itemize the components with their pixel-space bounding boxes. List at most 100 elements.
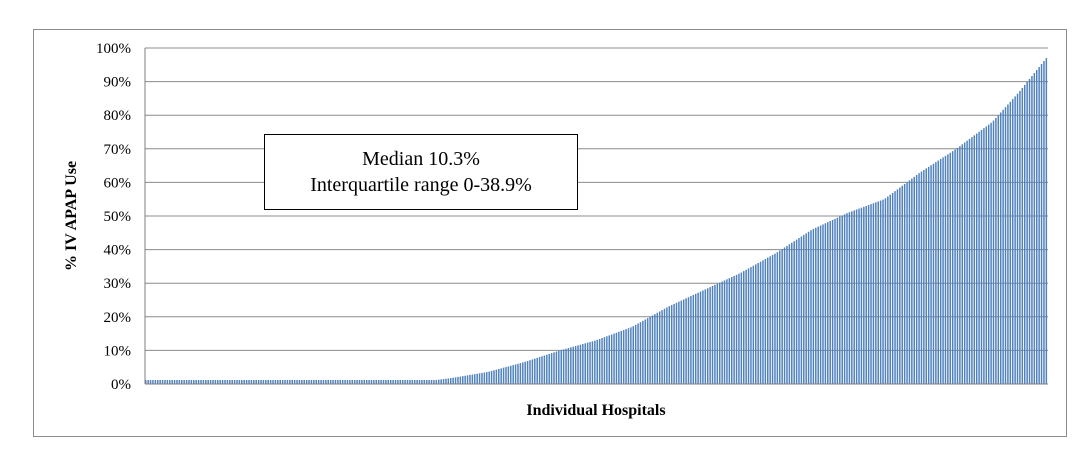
- hospital-bar: [949, 152, 952, 384]
- hospital-bar: [836, 217, 839, 384]
- hospital-bar: [161, 380, 164, 384]
- hospital-bar: [769, 256, 771, 384]
- hospital-bar: [687, 297, 690, 384]
- hospital-bar: [867, 205, 870, 384]
- hospital-bar: [670, 305, 673, 384]
- hospital-bar: [233, 380, 236, 384]
- hospital-bar: [591, 341, 594, 384]
- hospital-bar: [1045, 58, 1048, 384]
- hospital-bar: [522, 362, 524, 384]
- hospital-bar: [553, 352, 555, 384]
- hospital-bar: [1043, 61, 1045, 384]
- hospital-bar: [750, 267, 752, 384]
- hospital-bar: [255, 380, 257, 384]
- hospital-bar: [666, 307, 668, 384]
- hospital-bar: [805, 233, 807, 384]
- hospital-bar: [365, 380, 368, 384]
- hospital-bar: [661, 310, 663, 384]
- axes: [144, 48, 1048, 385]
- hospital-bar: [212, 380, 214, 384]
- hospital-bar: [644, 319, 647, 384]
- hospital-bar: [500, 368, 502, 384]
- hospital-bar: [505, 367, 507, 384]
- hospital-bar: [906, 182, 908, 384]
- hospital-bar: [178, 380, 181, 384]
- hospital-bar: [356, 380, 358, 384]
- hospital-bar: [975, 133, 978, 384]
- hospital-bar: [680, 300, 683, 384]
- hospital-bar: [757, 263, 759, 384]
- hospital-bar: [728, 278, 731, 384]
- hospital-bar: [747, 268, 750, 384]
- hospital-bar: [202, 380, 205, 384]
- hospital-bar: [353, 380, 356, 384]
- hospital-bar: [373, 380, 375, 384]
- hospital-bar: [759, 261, 762, 384]
- hospital-bar: [735, 274, 738, 384]
- hospital-bar: [164, 380, 166, 384]
- hospital-bar: [959, 146, 961, 384]
- y-tick-label: 50%: [104, 209, 132, 225]
- hospital-bar: [293, 380, 296, 384]
- hospital-bar: [145, 380, 147, 384]
- hospital-bar: [478, 373, 481, 384]
- hospital-bar: [889, 194, 891, 384]
- hospital-bar: [630, 327, 632, 384]
- hospital-bar: [495, 369, 498, 384]
- hospital-bar: [565, 348, 567, 384]
- hospital-bar: [392, 380, 394, 384]
- hospital-bar: [464, 375, 466, 384]
- hospital-bar: [375, 380, 378, 384]
- hospital-bar: [983, 128, 985, 384]
- hospital-bar: [1007, 104, 1009, 384]
- hospital-bar: [771, 254, 774, 384]
- hospital-bar: [795, 239, 798, 384]
- hospital-bar: [370, 380, 373, 384]
- hospital-bar: [262, 380, 265, 384]
- hospital-bar: [454, 377, 457, 384]
- hospital-bar: [313, 380, 315, 384]
- hospital-bar: [870, 204, 872, 384]
- hospital-bar: [193, 380, 195, 384]
- hospital-bar: [839, 216, 841, 384]
- hospital-bar: [855, 209, 858, 384]
- hospital-bar: [219, 380, 221, 384]
- hospital-bar: [217, 380, 219, 384]
- hospital-bar: [622, 330, 625, 384]
- hospital-bar: [702, 290, 704, 384]
- hospital-bar: [786, 245, 788, 384]
- hospital-bar: [779, 250, 781, 384]
- hospital-bar: [961, 144, 964, 384]
- hospital-bar: [332, 380, 334, 384]
- hospital-bar: [450, 378, 452, 384]
- hospital-bar: [971, 137, 973, 384]
- hospital-bar: [466, 375, 469, 384]
- hospital-bar: [447, 378, 450, 384]
- hospital-bar: [339, 380, 342, 384]
- hospital-bar: [755, 264, 757, 384]
- hospital-bar: [783, 247, 786, 384]
- hospital-bar: [538, 357, 541, 384]
- hospital-bar: [377, 380, 380, 384]
- hospital-bar: [791, 242, 793, 384]
- hospital-bar: [498, 368, 500, 384]
- hospital-bar: [966, 140, 968, 384]
- hospital-bar: [570, 347, 572, 384]
- hospital-bar: [459, 376, 462, 384]
- hospital-bar: [205, 380, 207, 384]
- hospital-bar: [382, 380, 385, 384]
- median-annotation-box: Median 10.3% Interquartile range 0-38.9%: [264, 134, 578, 210]
- hospital-bar: [980, 129, 983, 384]
- hospital-bar: [654, 314, 656, 384]
- hospital-bar: [942, 157, 944, 384]
- hospital-bar: [524, 361, 526, 384]
- hospital-bar: [507, 366, 510, 384]
- hospital-bar: [231, 380, 233, 384]
- hospital-bar: [445, 378, 447, 384]
- hospital-bar: [394, 380, 397, 384]
- hospital-bar: [882, 199, 884, 384]
- hospital-bar: [296, 380, 298, 384]
- hospital-bar: [401, 380, 404, 384]
- hospital-bar: [646, 318, 649, 384]
- hospital-bar: [337, 380, 339, 384]
